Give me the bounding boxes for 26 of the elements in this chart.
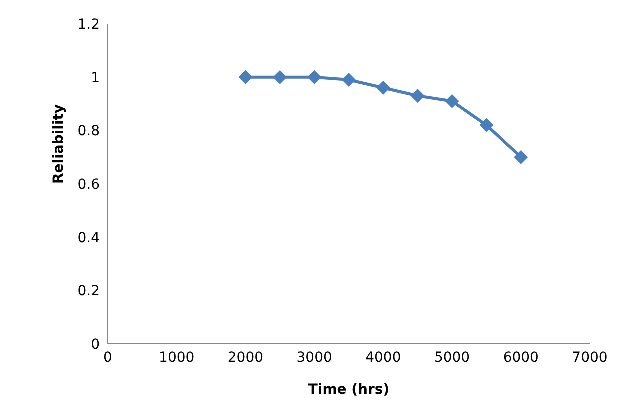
y-axis-title: Reliability [50, 104, 67, 184]
point [273, 70, 288, 84]
y-tick-label: 0 [91, 336, 100, 353]
point [238, 70, 253, 84]
y-tick-label: 1.2 [78, 16, 100, 33]
y-tick-label: 0.6 [78, 176, 100, 193]
x-tick-label: 5000 [434, 350, 470, 366]
point [445, 94, 460, 108]
point [410, 89, 425, 103]
y-tick-label: 0.2 [78, 284, 100, 300]
x-tick-label: 3000 [296, 350, 332, 366]
x-tick-label: 1000 [159, 350, 195, 366]
y-tick-label: 1 [91, 70, 100, 86]
x-tick-label: 6000 [503, 350, 539, 366]
x-axis-title: Time (hrs) [308, 382, 390, 398]
point [480, 118, 494, 132]
point [308, 70, 322, 84]
y-tick-label: 0.4 [78, 230, 100, 246]
y-tick-label: 0.8 [78, 124, 100, 140]
x-tick-label: 7000 [572, 350, 608, 366]
x-tick-label: 0 [104, 350, 112, 366]
point [342, 73, 356, 87]
x-tick-label: 4000 [366, 350, 402, 366]
point [514, 150, 528, 164]
x-tick-label: 2000 [228, 350, 264, 366]
point [376, 81, 390, 95]
